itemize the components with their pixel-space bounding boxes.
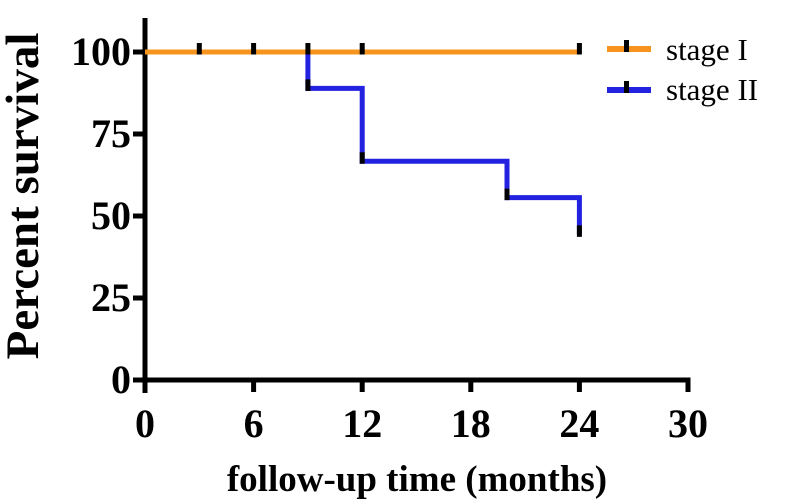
legend-label-stage-i: stage I [666,32,748,67]
censor-tick-stage-ii [359,152,365,164]
censor-tick-stage-i [576,43,582,55]
y-tick-label: 25 [91,275,131,320]
y-tick-label: 100 [71,29,131,74]
plot-area: 0 6 12 18 24 30 0 25 50 75 100 [71,18,708,446]
censor-tick-stage-ii [504,188,510,201]
x-tick-label: 30 [668,401,708,446]
legend-item-stage-i: stage I [607,32,748,67]
censor-tick-stage-ii [576,225,582,237]
censor-tick-stage-i [196,43,202,55]
legend-item-stage-ii: stage II [607,72,758,107]
x-tick-label: 18 [451,401,491,446]
censor-tick-stage-i [305,43,311,55]
censor-tick-stage-i [359,43,365,55]
legend-swatch-stage-ii-censor-tick [624,81,629,93]
x-tick-label: 24 [559,401,599,446]
x-tick-label: 12 [342,401,382,446]
y-tick-label: 50 [91,193,131,238]
y-tick-label: 0 [111,357,131,402]
legend-label-stage-ii: stage II [666,72,758,107]
x-tick-label: 0 [135,401,155,446]
censor-tick-stage-ii [305,79,311,91]
x-axis-title: follow-up time (months) [227,459,607,500]
y-tick-label: 75 [91,111,131,156]
censor-tick-stage-i [251,43,257,55]
legend-swatch-stage-i-censor-tick [624,40,629,52]
x-tick-label: 6 [244,401,264,446]
legend: stage I stage II [607,32,758,107]
survival-curve-stage-ii [145,49,582,235]
y-axis-title: Percent survival [0,33,49,360]
